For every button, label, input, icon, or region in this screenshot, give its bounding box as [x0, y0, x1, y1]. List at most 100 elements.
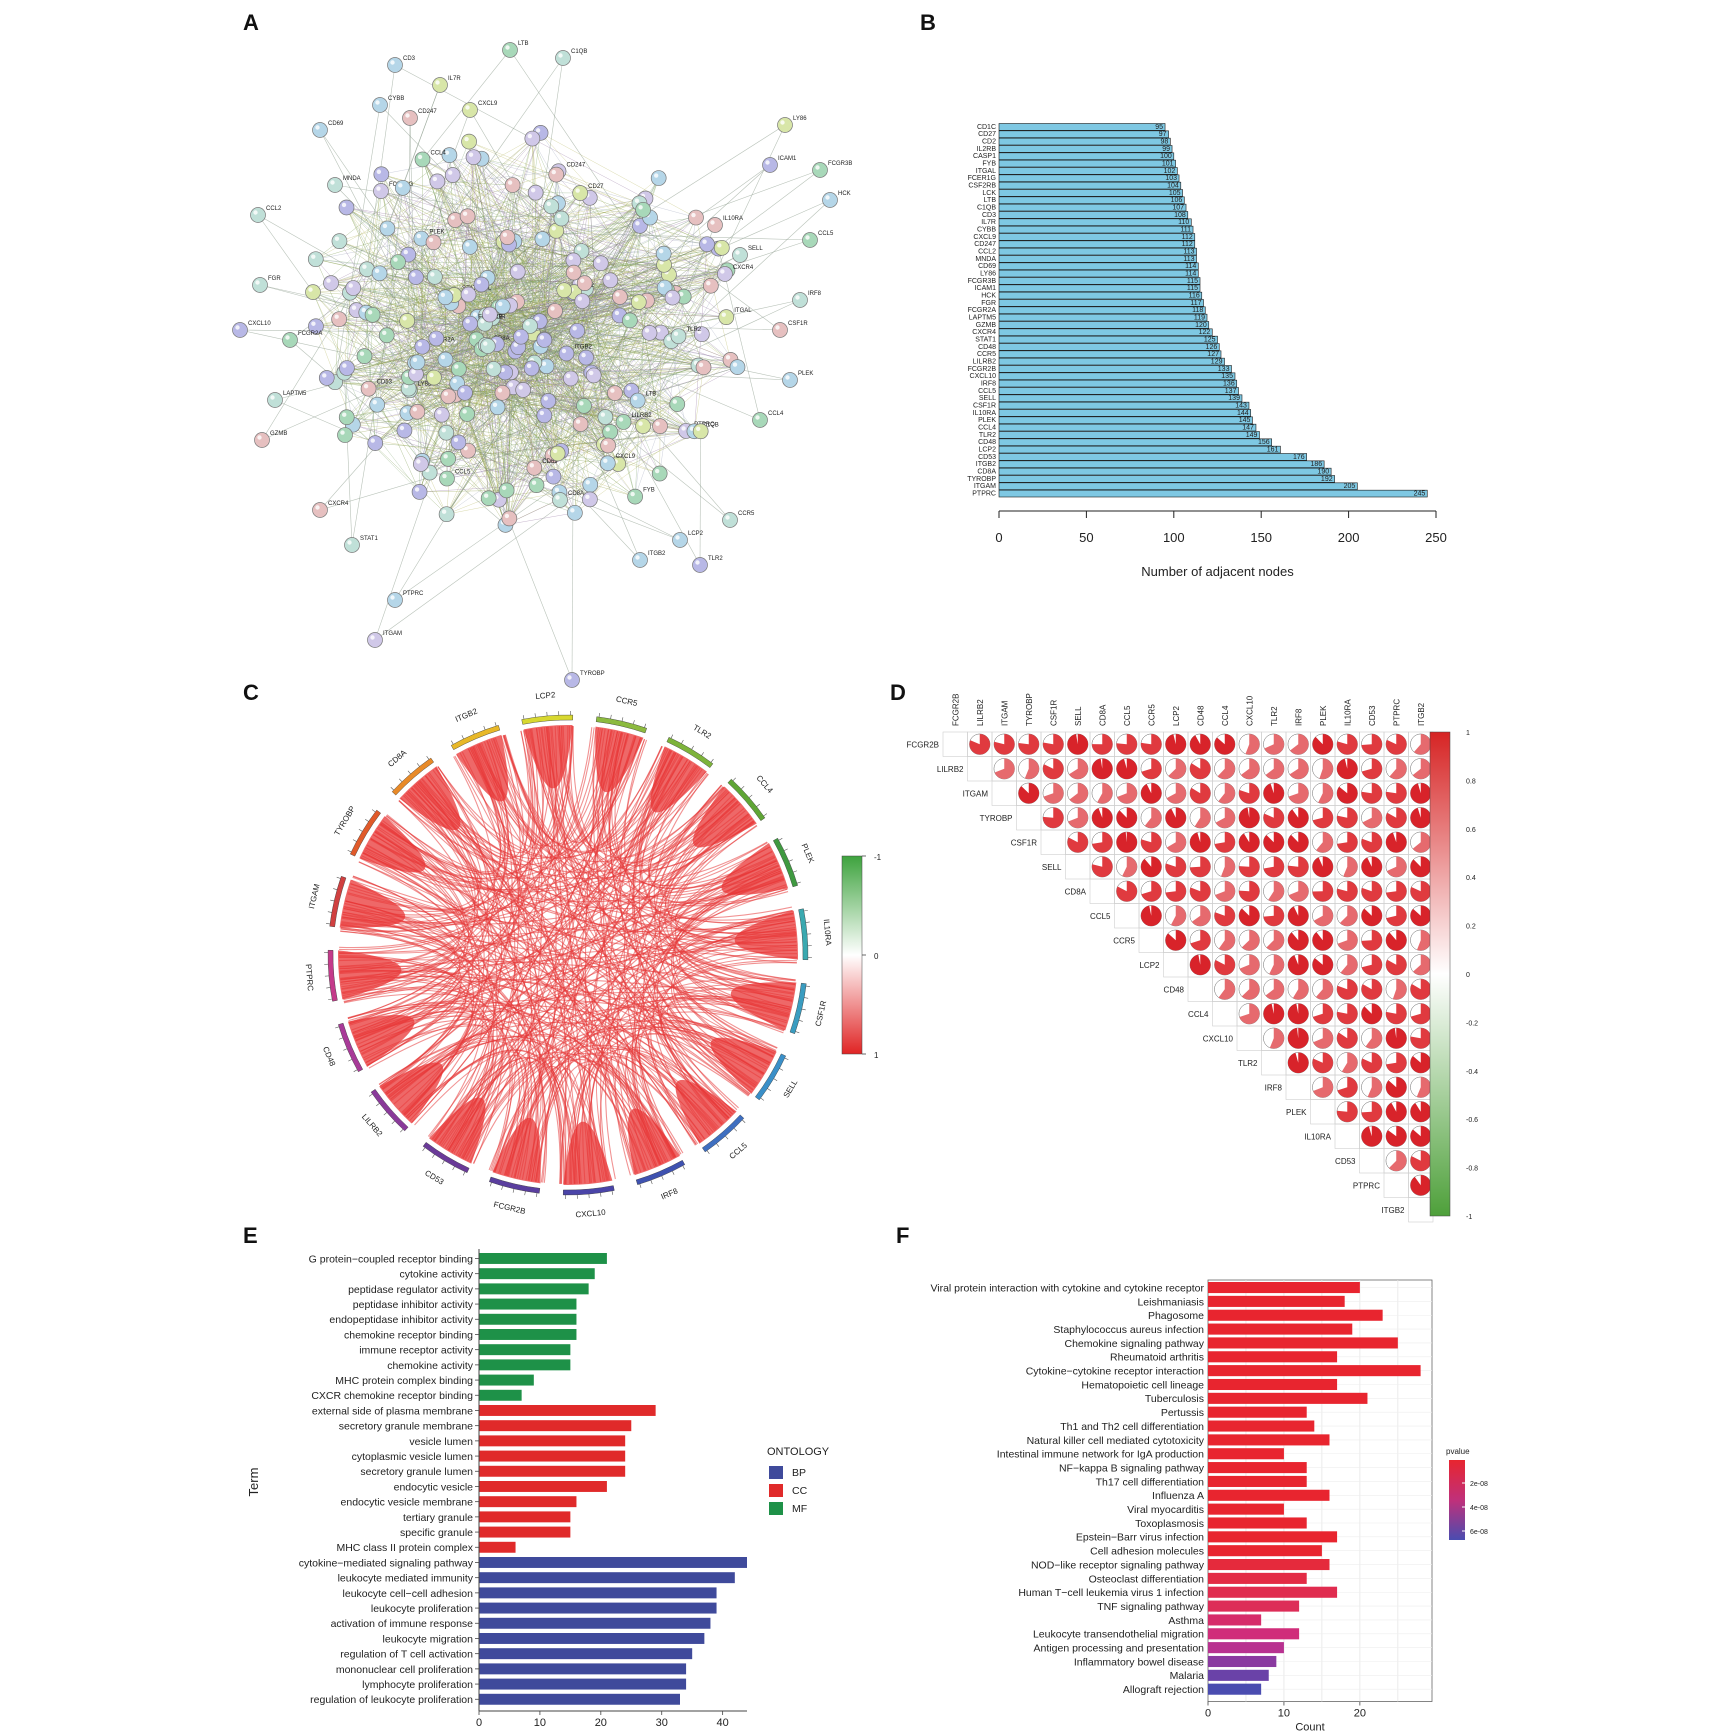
kegg-term-label: Human T−cell leukemia virus 1 infection	[1018, 1587, 1204, 1599]
network-edge	[512, 184, 722, 249]
chord-gene-label: CXCL10	[575, 1208, 606, 1220]
go-term-bar	[479, 1511, 571, 1523]
heatmap-pie-slice	[1336, 733, 1358, 755]
heatmap-colorbar-label: 0.6	[1466, 827, 1476, 834]
heatmap-pie-slice	[1410, 807, 1432, 829]
network-node-highlight	[315, 505, 320, 510]
chord-ribbon	[447, 726, 557, 1151]
chord-segment-tick	[741, 785, 745, 790]
network-node-highlight	[441, 427, 446, 433]
network-node-highlight	[551, 226, 556, 231]
network-node-highlight	[440, 292, 446, 297]
go-term-label: lymphocyte proliferation	[362, 1679, 473, 1691]
network-edge	[368, 388, 405, 431]
network-node	[432, 77, 448, 93]
chord-gene-label: CCL4	[754, 774, 775, 796]
network-node-label: ICAM1	[778, 156, 797, 162]
heatmap-pie-slice	[1287, 856, 1309, 878]
heatmap-pie-slice	[1361, 1101, 1383, 1123]
chord-segment-tick	[534, 713, 536, 718]
network-node	[396, 422, 413, 439]
heatmap-row-label: SELL	[1042, 863, 1062, 872]
adjacency-bar-value: 101	[1162, 161, 1174, 168]
network-node-highlight	[658, 248, 664, 254]
network-node-highlight	[543, 396, 548, 401]
go-term-label: endocytic vesicle	[394, 1481, 474, 1493]
network-node-highlight	[363, 384, 369, 389]
adjacency-bar-value: 149	[1246, 432, 1258, 439]
heatmap-pie-slice	[1141, 880, 1162, 902]
network-node	[564, 672, 580, 688]
heatmap-cell	[1359, 1148, 1385, 1174]
network-node	[543, 198, 560, 215]
network-edge	[458, 157, 474, 370]
adjacency-bar	[998, 247, 1197, 256]
heatmap-column-label: TYROBP	[1025, 693, 1034, 726]
adjacency-bar	[998, 196, 1185, 204]
network-node-highlight	[516, 331, 521, 337]
heatmap-cell	[1408, 1197, 1434, 1223]
chord-segment-tick	[672, 1170, 675, 1175]
heatmap-pie-slice	[1221, 856, 1236, 878]
heatmap-pie-slice	[1140, 733, 1162, 755]
heatmap-pie-slice	[1024, 758, 1040, 780]
adjacency-bar-value: 115	[1187, 278, 1198, 285]
network-node	[534, 231, 551, 247]
network-node-highlight	[630, 491, 635, 497]
network-node-highlight	[618, 417, 624, 422]
network-edge	[593, 297, 673, 376]
network-edge	[344, 273, 380, 373]
go-term-bar	[479, 1663, 687, 1675]
go-term-label: external side of plasma membrane	[312, 1405, 473, 1417]
chord-segment	[370, 1089, 409, 1132]
chord-ribbon	[498, 729, 543, 1174]
heatmap-pie-slice	[1165, 733, 1187, 755]
network-node-highlight	[732, 362, 738, 367]
network-node	[651, 465, 668, 482]
network-node-highlight	[569, 267, 574, 273]
heatmap-pie-slice	[1168, 758, 1187, 780]
network-node	[822, 192, 838, 208]
network-node	[494, 384, 511, 401]
kegg-term-label: Chemokine signaling pathway	[1065, 1338, 1205, 1350]
network-node-highlight	[315, 125, 320, 130]
network-node-highlight	[447, 170, 453, 175]
heatmap-pie-slice	[1269, 954, 1285, 976]
heatmap-row-label: CD53	[1335, 1157, 1356, 1166]
network-node	[630, 294, 647, 310]
network-edge	[458, 305, 510, 519]
heatmap-pie-slice	[1215, 807, 1236, 829]
heatmap-pie-slice	[1069, 782, 1089, 804]
adjacency-bar-value: 102	[1164, 168, 1176, 175]
adjacency-bar-category: FYB	[982, 161, 996, 168]
heatmap-pie-slice	[1238, 856, 1260, 878]
network-node-highlight	[465, 318, 470, 324]
network-node-highlight	[417, 342, 423, 347]
panel-e-go-bar-chart: G protein−coupled receptor binding cytoki…	[246, 1249, 830, 1732]
heatmap-pie-slice	[1361, 733, 1383, 755]
network-edge	[445, 297, 448, 479]
network-node-highlight	[795, 295, 800, 300]
pvalue-legend-title: pvalue	[1446, 1447, 1470, 1456]
network-node-highlight	[375, 100, 380, 105]
heatmap-row-label: TYROBP	[980, 814, 1013, 823]
network-node-highlight	[416, 459, 421, 464]
kegg-term-bar	[1208, 1572, 1307, 1584]
kegg-term-label: Staphylococcus aureus infection	[1053, 1324, 1204, 1336]
network-node-highlight	[539, 410, 545, 416]
kegg-term-label: Inflammatory bowel disease	[1074, 1656, 1204, 1668]
network-node-label: SELL	[748, 246, 763, 252]
chord-ribbon	[403, 735, 522, 1115]
chord-petal	[734, 910, 798, 960]
go-term-bar	[479, 1450, 626, 1462]
heatmap-pie-slice	[1217, 758, 1236, 780]
kegg-term-bar	[1208, 1378, 1338, 1391]
heatmap-pie-slice	[1241, 978, 1260, 1000]
adjacency-bar-value: 176	[1293, 454, 1305, 461]
go-term-bar	[479, 1481, 607, 1492]
network-node	[540, 393, 557, 409]
chord-ribbon	[342, 846, 771, 925]
heatmap-pie-slice	[1312, 954, 1334, 976]
network-node-highlight	[695, 426, 701, 431]
chord-segment	[327, 949, 338, 1002]
